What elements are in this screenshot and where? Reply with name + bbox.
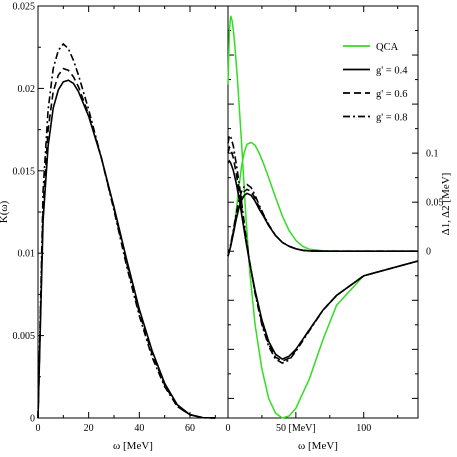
legend-label: g' = 0.8 (376, 113, 407, 124)
right-panel: 0 50 [MeV] 100 0 0.05 0.1 ω [MeV] Δ1, Δ2 [MeV] (226, 5, 452, 452)
left-x-tick-label: 40 (134, 423, 144, 434)
right-series-line (227, 183, 418, 257)
right-y-tick-label: 0 (426, 247, 431, 258)
left-x-tick-label: 20 (84, 423, 94, 434)
left-y-tick-label: 0.02 (18, 84, 36, 95)
right-series-line (227, 192, 418, 257)
right-series-line (227, 15, 419, 419)
left-x-tick-label: 60 (185, 423, 195, 434)
right-y-tick-label: 0.05 (426, 198, 444, 209)
right-x-tick-label: 100 (356, 423, 371, 434)
left-y-tick-label: 0.005 (13, 331, 36, 342)
legend-label: g' = 0.6 (376, 89, 407, 100)
legend-label: QCA (376, 42, 399, 53)
legend: QCA g' = 0.4 g' = 0.6 g' = 0.8 (343, 42, 408, 124)
left-x-axis-label: ω [MeV] (113, 440, 153, 452)
right-plot-frame (227, 5, 419, 419)
right-y-axis-label: Δ1, Δ2 [MeV] (440, 173, 452, 236)
left-y-tick-label: 0.015 (13, 166, 36, 177)
right-y-tick-label: 0.1 (426, 149, 439, 160)
right-series-line (227, 134, 419, 364)
left-plot-frame (37, 5, 229, 419)
right-x-tick-label: 50 [MeV] (276, 423, 316, 434)
left-y-tick-label: 0 (30, 414, 35, 425)
legend-label: g' = 0.4 (376, 66, 408, 77)
left-series-line (37, 42, 216, 419)
left-x-tick-label: 0 (36, 423, 41, 434)
right-x-axis-label: ω [MeV] (298, 440, 338, 452)
left-y-tick-label: 0.01 (18, 249, 36, 260)
left-series-line (37, 79, 216, 419)
left-y-tick-label: 0.025 (13, 2, 36, 13)
right-x-tick-label: 0 (226, 423, 231, 434)
left-panel: 0 20 40 60 0 0.005 0.01 0.015 0.02 0.025 ω [MeV] K(… (0, 2, 229, 452)
left-series-line (37, 67, 216, 419)
left-y-axis-label: K(ω) (0, 200, 10, 223)
